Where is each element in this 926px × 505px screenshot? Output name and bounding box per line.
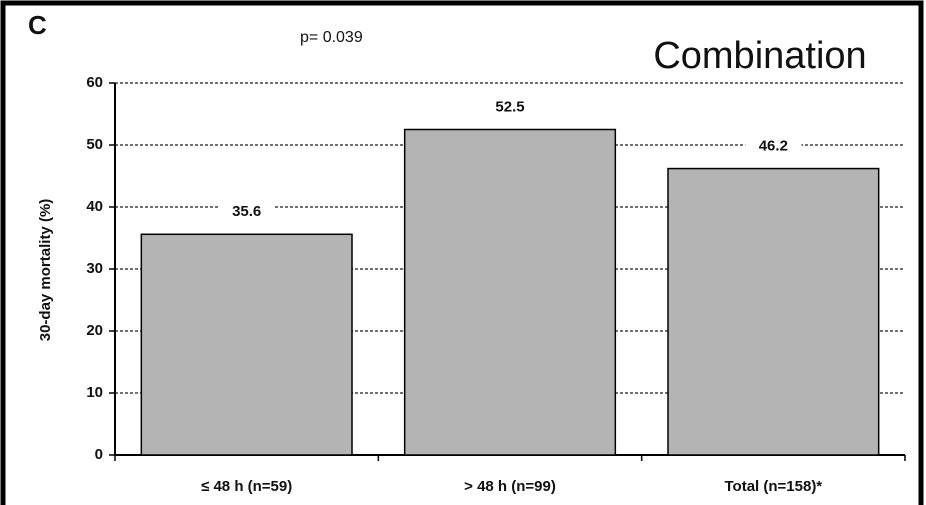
value-label: 52.5 [495,98,524,115]
value-label: 46.2 [759,138,788,155]
value-label-bg [218,202,275,223]
bar [140,233,353,456]
y-tick-label: 20 [86,322,103,339]
x-tick-label: > 48 h (n=99) [464,478,556,495]
y-tick-label: 40 [86,198,103,215]
chart-title: Combination [653,35,866,77]
value-label-bg [745,136,802,157]
panel-label: C [28,10,47,40]
value-label-bg [482,97,538,118]
value-label: 35.6 [232,203,261,220]
bar [403,128,617,456]
y-tick-label: 50 [86,136,103,153]
annotation: p= 0.039 [300,29,363,46]
y-tick-label: 30 [86,260,103,277]
y-tick-label: 10 [86,384,103,401]
y-tick-label: 0 [95,446,103,463]
y-tick-label: 60 [86,74,103,91]
x-tick-label: Total (n=158)* [724,478,822,495]
y-axis-label: 30-day mortality (%) [37,199,54,342]
x-tick-label: ≤ 48 h (n=59) [201,478,292,495]
bar [667,167,880,456]
